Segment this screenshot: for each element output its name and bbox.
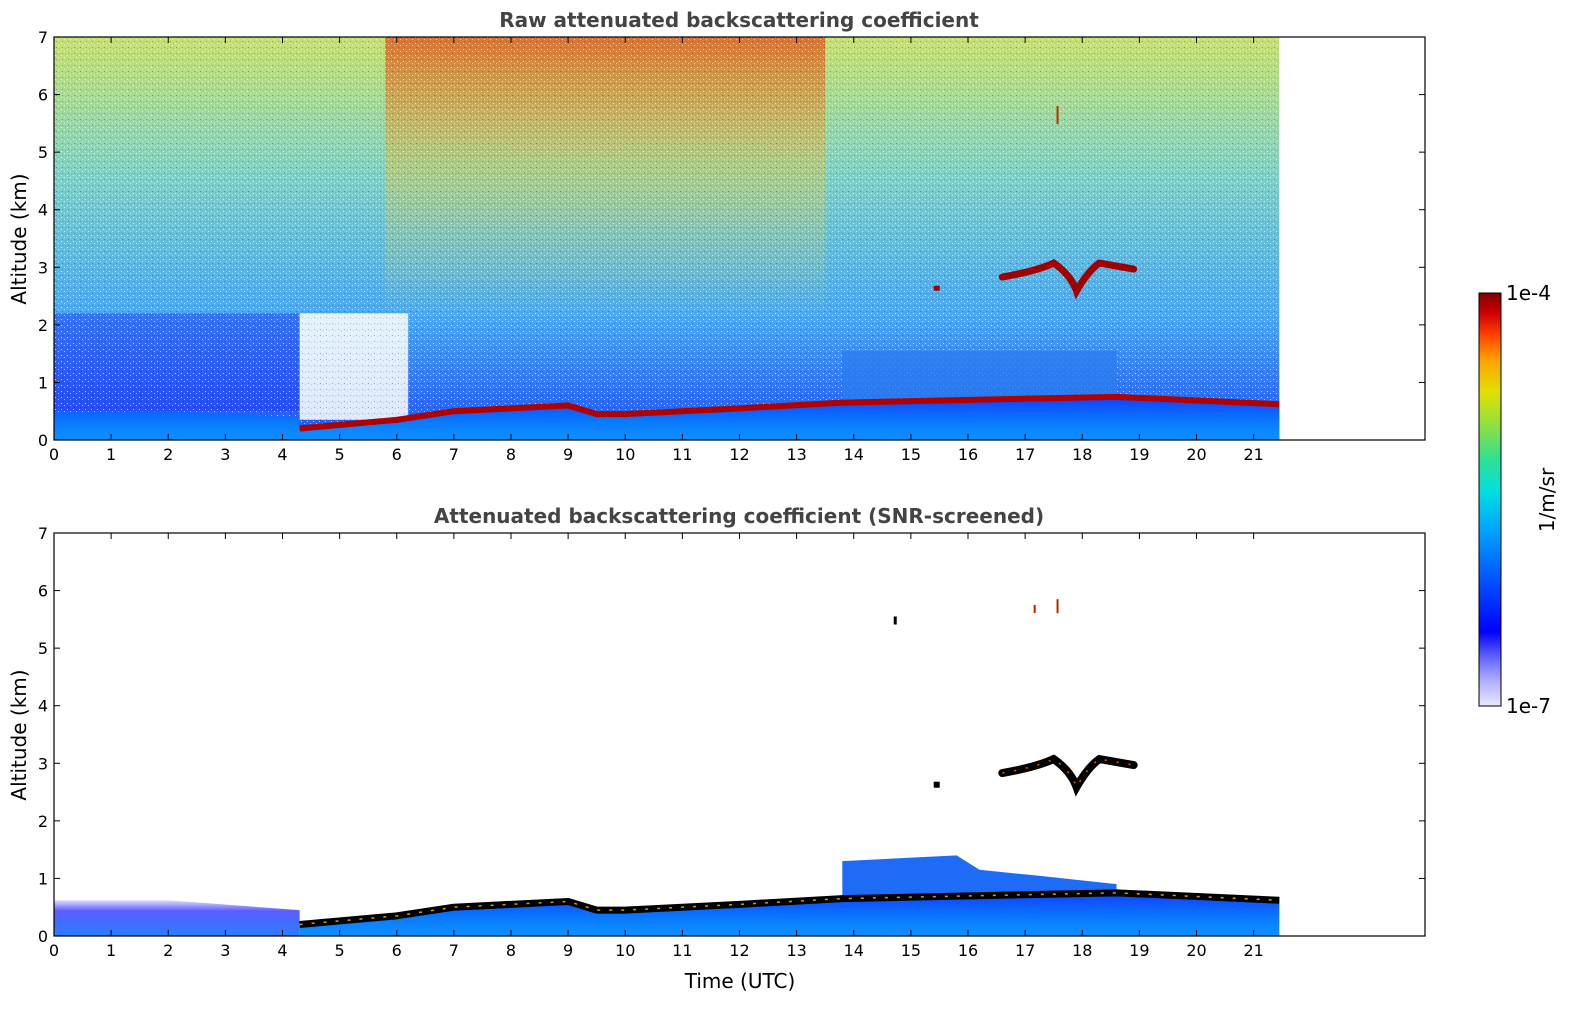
high-cloud-speck [893,616,897,625]
high-cloud-speck [1056,106,1059,125]
x-ticks: 0 1 2 3 4 5 6 7 8 9 10 11 12 13 14 15 16 17 18 19 20 21 [49,37,1264,464]
x-tick-label: 0 [49,941,59,960]
x-tick-label: 7 [449,445,459,464]
x-tick-label: 3 [220,941,230,960]
colorbar-unit-label: 1/m/sr [1535,467,1559,532]
y-tick-label: 5 [38,639,48,658]
x-axis-label: Time (UTC) [684,969,796,993]
x-tick-label: 21 [1243,941,1263,960]
x-tick-label: 11 [672,941,692,960]
y-tick-label: 4 [38,201,48,220]
y-tick-label: 1 [38,869,48,888]
y-axis-label: Altitude (km) [7,173,31,304]
y-tick-label: 6 [38,86,48,105]
x-tick-label: 13 [786,941,806,960]
x-tick-label: 12 [729,941,749,960]
y-tick-label: 7 [38,524,48,543]
x-tick-label: 13 [786,445,806,464]
y-tick-label: 0 [38,927,48,946]
x-tick-label: 8 [506,445,516,464]
y-tick-label: 2 [38,812,48,831]
y-tick-label: 6 [38,582,48,601]
cloud-layer [998,754,1138,797]
boundary-layer-top [299,393,1280,432]
x-tick-label: 8 [506,941,516,960]
x-tick-label: 4 [277,941,287,960]
y-tick-label: 4 [38,697,48,716]
colorbar-min-label: 1e-7 [1506,694,1551,718]
x-tick-label: 14 [844,445,864,464]
colorbar: 1e-4 1e-7 1/m/sr [1478,281,1559,718]
x-tick-label: 14 [844,941,864,960]
x-tick-label: 10 [615,445,635,464]
boundary-layer [54,396,1280,440]
x-tick-label: 15 [901,941,921,960]
cloud-layer [998,259,1138,300]
plot-area [54,599,1280,936]
x-tick-label: 1 [106,445,116,464]
x-tick-label: 5 [335,445,345,464]
aerosol-layer [842,855,1117,899]
x-tick-label: 4 [277,445,287,464]
high-cloud-speck [1033,604,1036,613]
high-cloud-speck [1056,599,1059,614]
y-ticks: 0 1 2 3 4 5 6 7 [38,524,1425,946]
boundary-layer-edge [299,892,1280,926]
x-tick-label: 15 [901,445,921,464]
x-tick-label: 12 [729,445,749,464]
small-cloud [933,285,940,291]
x-tick-label: 18 [1072,941,1092,960]
y-tick-label: 3 [38,258,48,277]
raw-backscatter-panel: Raw attenuated backscattering coefficien… [7,8,1426,464]
y-axis-label: Altitude (km) [7,669,31,800]
axes-frame [53,532,1426,937]
x-tick-label: 19 [1129,445,1149,464]
x-tick-label: 6 [392,445,402,464]
y-tick-label: 7 [38,28,48,47]
x-tick-label: 3 [220,445,230,464]
colorbar-max-label: 1e-4 [1506,281,1551,305]
x-tick-label: 16 [958,445,978,464]
x-tick-label: 2 [163,445,173,464]
x-tick-label: 17 [1015,941,1035,960]
x-tick-label: 11 [672,445,692,464]
x-tick-label: 19 [1129,941,1149,960]
x-tick-label: 0 [49,445,59,464]
x-tick-label: 2 [163,941,173,960]
x-tick-label: 21 [1243,445,1263,464]
snr-screened-panel: Attenuated backscattering coefficient (S… [7,504,1426,993]
small-cloud [933,781,940,788]
night-aerosol-layer [54,900,300,936]
colorbar-gradient [1478,292,1502,707]
x-tick-label: 17 [1015,445,1035,464]
x-tick-label: 7 [449,941,459,960]
x-tick-label: 20 [1186,941,1206,960]
x-tick-label: 9 [563,445,573,464]
y-tick-label: 2 [38,316,48,335]
x-ticks: 0 1 2 3 4 5 6 7 8 9 10 11 12 13 14 15 16 17 18 19 20 21 [49,533,1264,960]
y-ticks: 0 1 2 3 4 5 6 7 [38,28,1425,450]
y-tick-label: 0 [38,431,48,450]
x-tick-label: 6 [392,941,402,960]
y-tick-label: 3 [38,754,48,773]
x-tick-label: 5 [335,941,345,960]
x-tick-label: 18 [1072,445,1092,464]
x-tick-label: 10 [615,941,635,960]
plot-area [54,37,1280,440]
y-tick-label: 1 [38,373,48,392]
y-tick-label: 5 [38,143,48,162]
x-tick-label: 9 [563,941,573,960]
x-tick-label: 1 [106,941,116,960]
x-tick-label: 16 [958,941,978,960]
x-tick-label: 20 [1186,445,1206,464]
panel-title: Attenuated backscattering coefficient (S… [434,504,1044,528]
panel-title: Raw attenuated backscattering coefficien… [499,8,979,32]
